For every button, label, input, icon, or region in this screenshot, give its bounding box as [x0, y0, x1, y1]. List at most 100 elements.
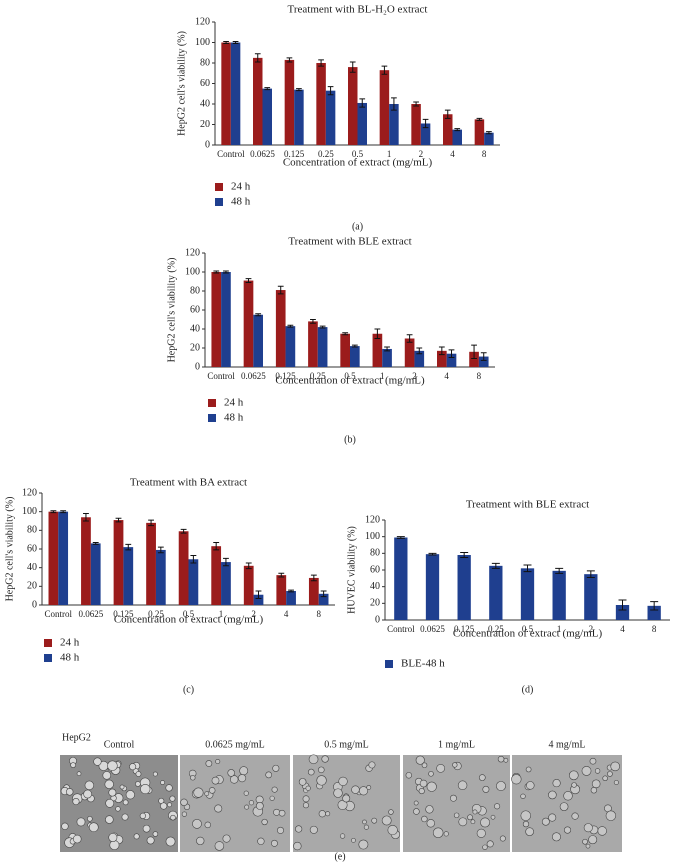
cell [594, 768, 601, 774]
bar [318, 593, 329, 605]
cell [428, 771, 434, 777]
cell [140, 783, 151, 795]
cell [316, 775, 327, 786]
y-axis-label: HepG2 cell's viability (%) [176, 31, 187, 136]
cell [496, 781, 506, 791]
cell [583, 823, 593, 833]
cell [160, 802, 168, 810]
cell [363, 824, 369, 830]
cell [457, 780, 468, 791]
cell [405, 772, 412, 779]
legend-swatch [385, 660, 393, 668]
cell [298, 778, 307, 786]
error-bar [277, 285, 284, 295]
cell [133, 833, 140, 840]
error-bar [232, 40, 239, 45]
cell [215, 758, 221, 764]
error-bar [381, 65, 388, 75]
bar [285, 326, 296, 367]
cell [70, 762, 76, 768]
cell [338, 776, 348, 787]
x-tick-label: 8 [652, 624, 657, 634]
x-tick-label: 1 [380, 371, 385, 381]
cell [65, 788, 74, 796]
y-tick-label: 60 [27, 543, 37, 554]
bar [379, 70, 390, 145]
error-bar [278, 572, 285, 578]
bar [58, 511, 69, 605]
cell [273, 808, 281, 816]
bar [211, 272, 222, 367]
cell [351, 837, 356, 843]
cell [415, 755, 425, 765]
cell [239, 766, 249, 776]
error-bar [296, 88, 302, 92]
cell [276, 826, 285, 834]
cell [167, 802, 172, 808]
error-bar [148, 519, 154, 527]
y-tick-label: 80 [27, 525, 37, 536]
bar [411, 104, 421, 145]
panel-label: (c) [183, 684, 194, 695]
cell [169, 795, 176, 802]
legend-label: 48 h [231, 196, 251, 208]
bar [348, 67, 358, 145]
cell [590, 787, 598, 794]
error-bar [255, 590, 262, 599]
cell [271, 786, 278, 793]
bar [276, 575, 287, 605]
cell [139, 812, 146, 819]
cell [302, 802, 309, 809]
cell [467, 814, 473, 821]
error-bar [523, 564, 532, 573]
cell [204, 821, 211, 829]
x-tick-label: 0.25 [318, 149, 334, 159]
error-bar [223, 270, 229, 274]
x-tick-label: 8 [482, 149, 487, 159]
cell [196, 836, 205, 846]
cell [548, 790, 557, 800]
error-bar [618, 599, 627, 611]
cell [307, 768, 315, 776]
x-tick-label: Control [207, 371, 235, 381]
bar [489, 565, 503, 620]
bar [155, 549, 166, 605]
cell [552, 779, 561, 788]
error-bar [310, 574, 317, 582]
cell [443, 831, 449, 837]
cell [482, 785, 490, 793]
x-axis-label: Concentration of extract (mg/mL) [114, 614, 264, 626]
cell [222, 834, 231, 843]
chart-title: Treatment with BA extract [130, 477, 247, 489]
y-tick-label: 20 [27, 581, 37, 592]
cell [371, 817, 378, 824]
bar [188, 559, 199, 605]
cell [87, 816, 93, 822]
cell [368, 761, 376, 769]
error-bar [264, 87, 271, 91]
legend-swatch [215, 183, 223, 191]
cell [152, 771, 158, 777]
cell [478, 774, 486, 781]
legend-label: 48 h [224, 412, 244, 424]
error-bar [288, 589, 294, 593]
y-tick-label: 60 [190, 304, 200, 315]
cell [610, 761, 620, 772]
error-bar [223, 40, 229, 45]
micrograph-background [403, 755, 510, 852]
y-tick-label: 120 [195, 16, 210, 27]
x-tick-label: 0.5 [344, 371, 356, 381]
cell [563, 826, 572, 834]
x-axis-label: Concentration of extract (mg/mL) [453, 628, 603, 640]
micrograph-label: 1 mg/mL [438, 739, 475, 750]
y-tick-label: 40 [27, 562, 37, 573]
y-tick-label: 120 [185, 247, 200, 258]
error-bar [422, 118, 429, 129]
x-tick-label: 4 [620, 624, 625, 634]
cell [76, 771, 82, 776]
bar [253, 594, 264, 605]
cell [190, 775, 196, 781]
y-tick-label: 0 [195, 361, 200, 372]
cell [351, 785, 360, 794]
y-tick-label: 20 [200, 119, 210, 130]
